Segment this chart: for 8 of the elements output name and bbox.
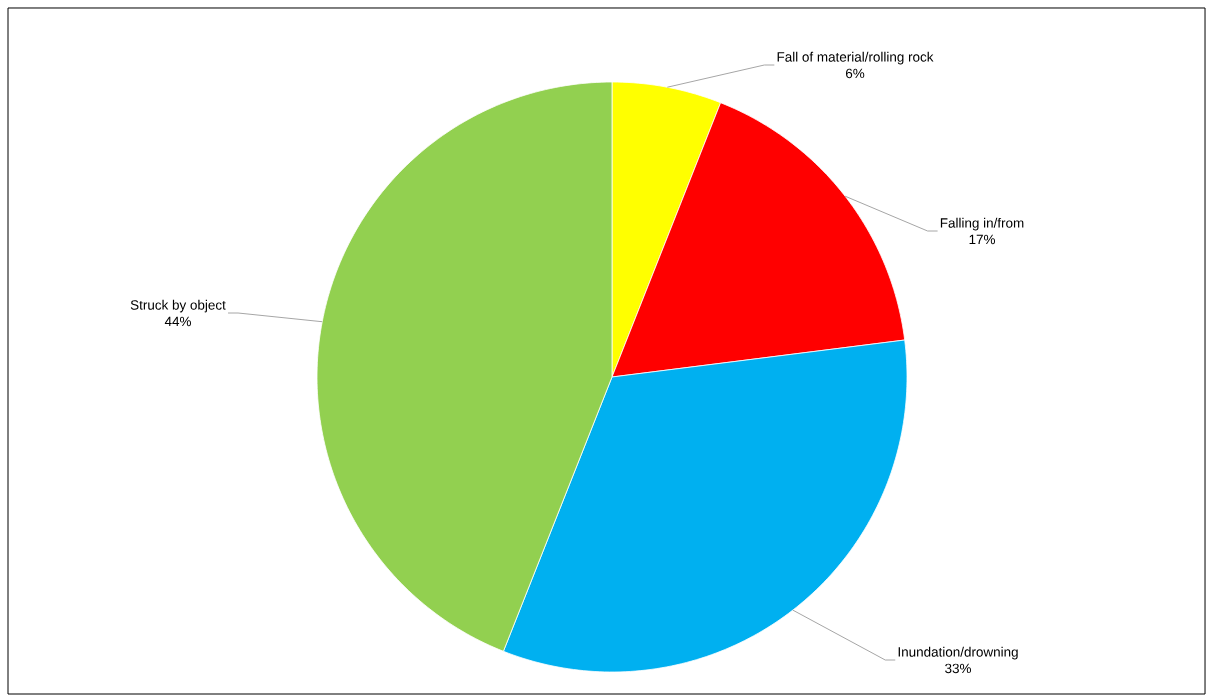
- slice-label: Struck by object: [130, 299, 226, 313]
- data-label: 44%: [164, 316, 191, 327]
- slice-label: Inundation/drowning: [898, 646, 1018, 660]
- data-label: 17%: [969, 234, 995, 245]
- data-label: 33%: [945, 663, 971, 674]
- slice-label: Fall of material/rolling rock: [777, 51, 934, 65]
- data-label: 6%: [845, 68, 865, 79]
- slice-label: Falling in/from: [940, 217, 1024, 231]
